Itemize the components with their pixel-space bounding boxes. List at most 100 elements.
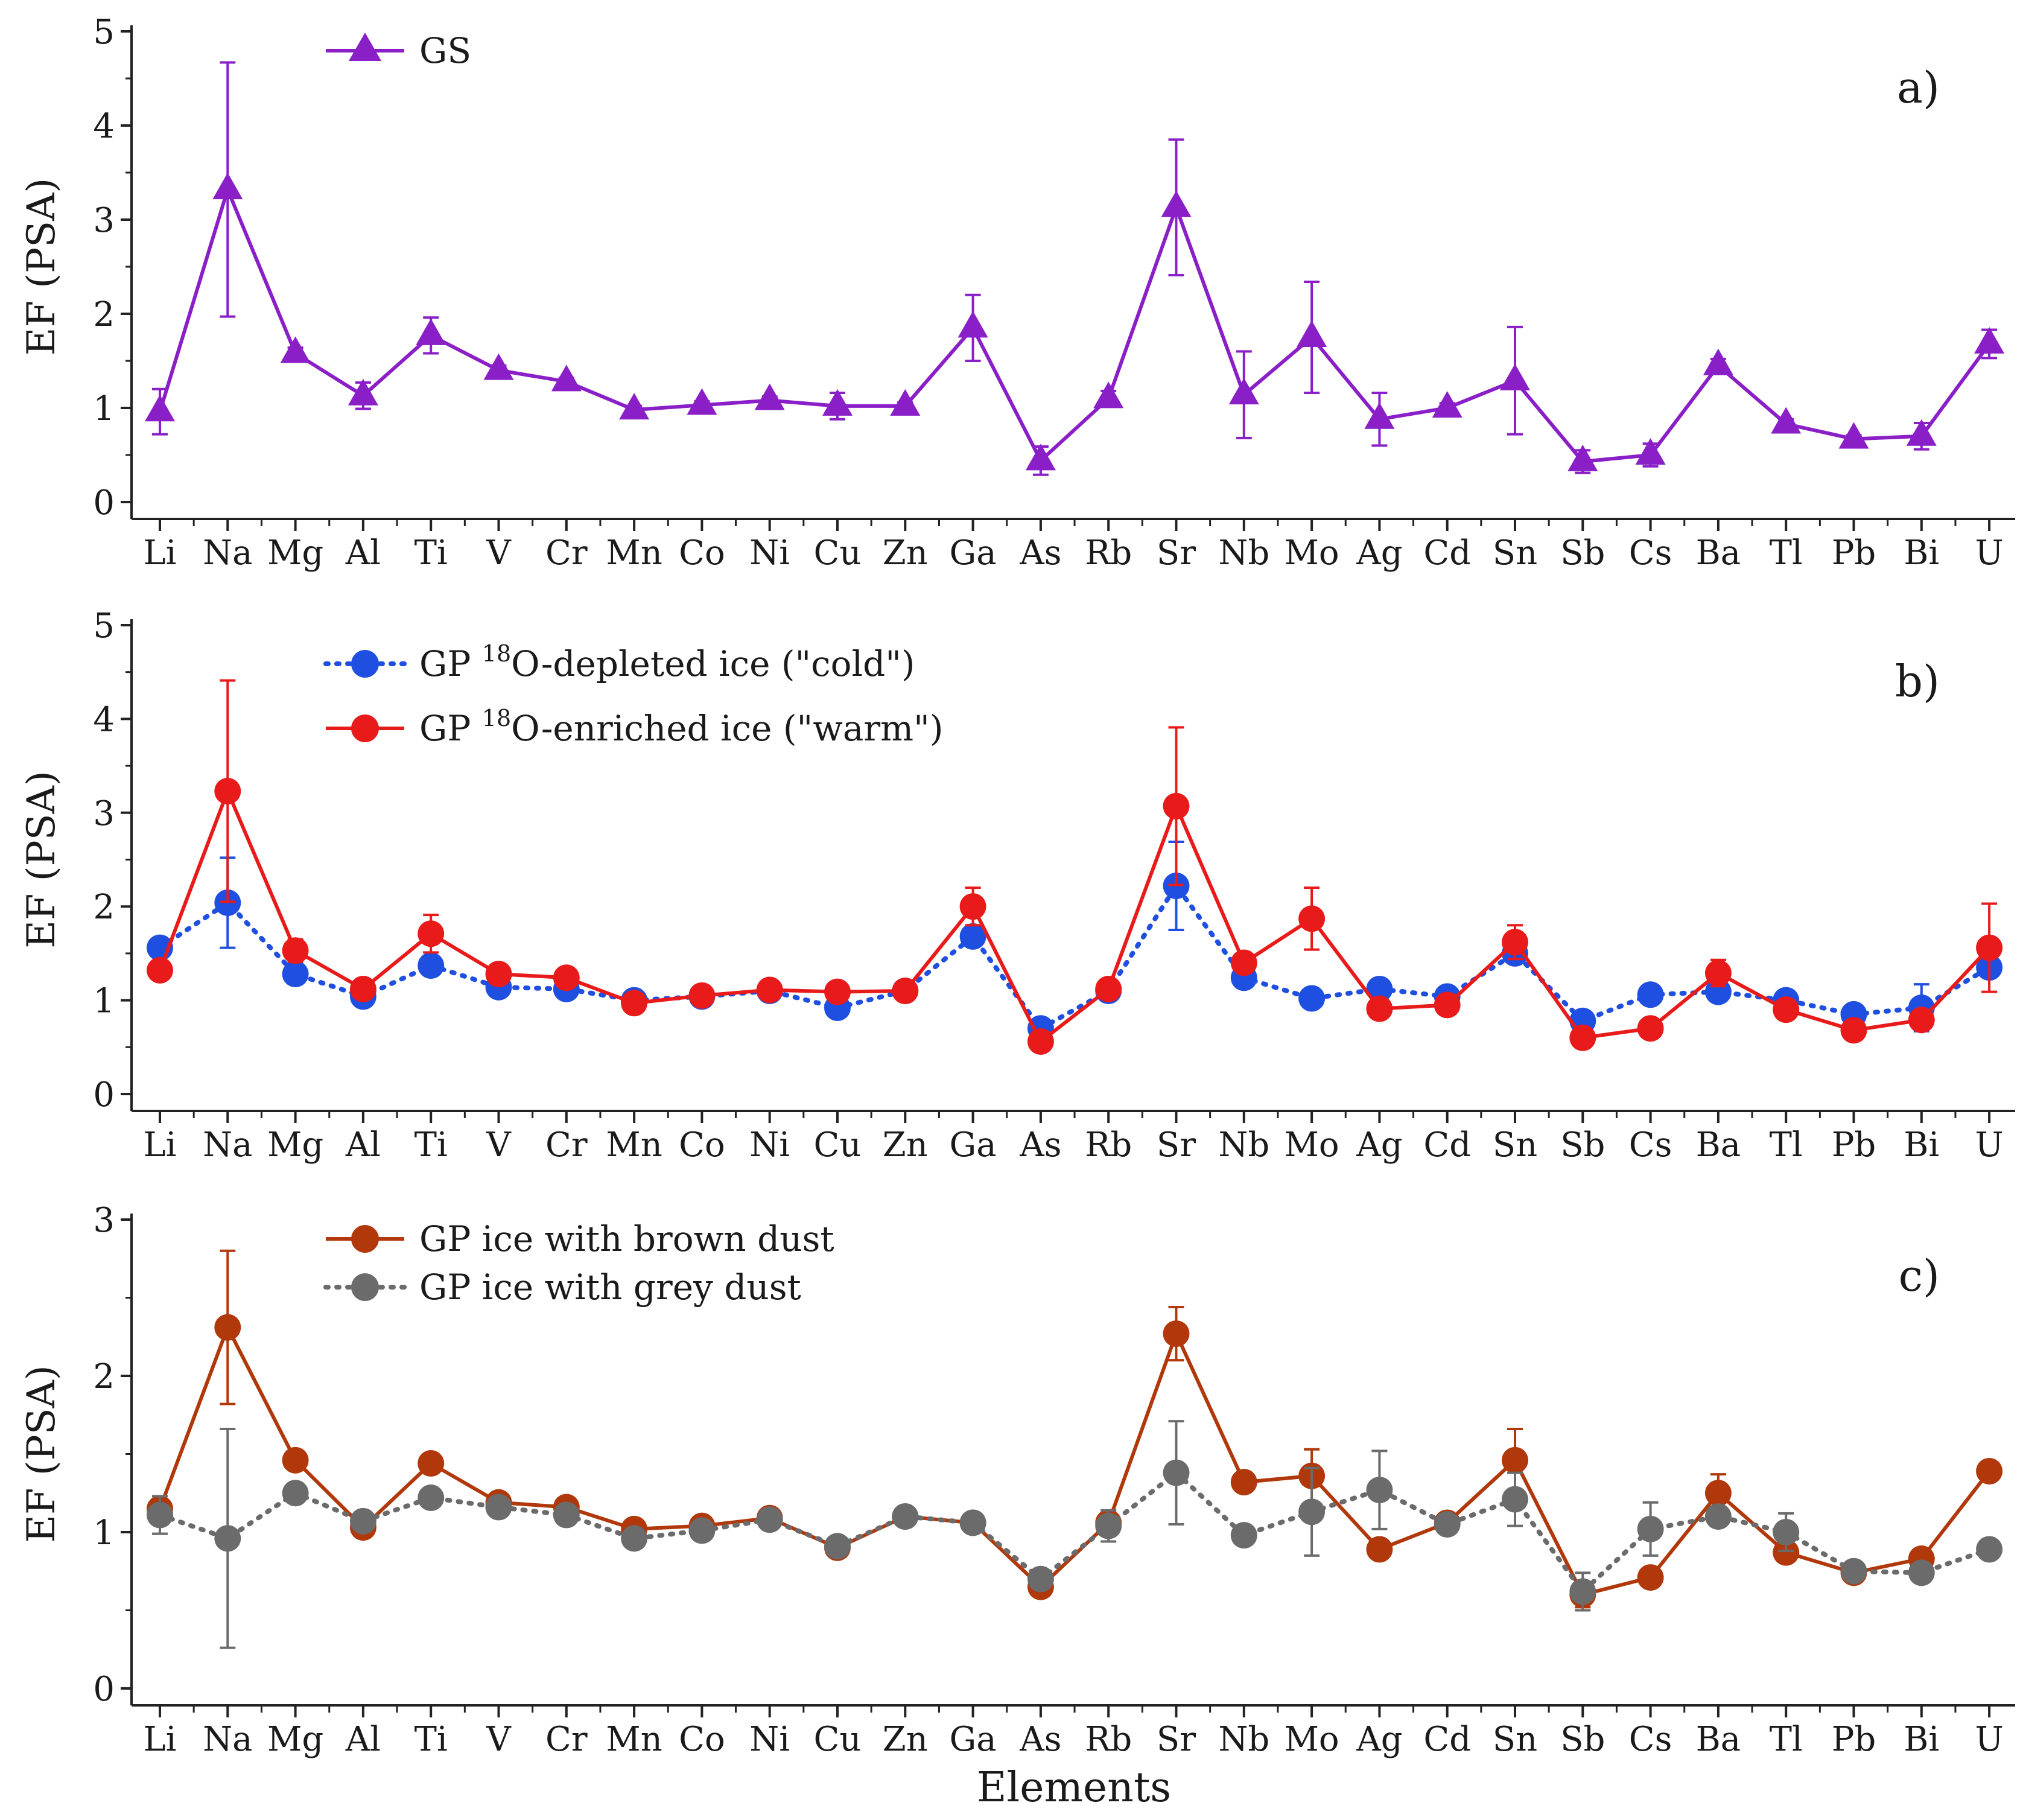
x-tick-label: Mn [606, 533, 662, 573]
x-tick-label: Cs [1629, 1125, 1672, 1165]
data-point [282, 961, 309, 987]
legend-marker [349, 33, 381, 61]
y-tick-label: 2 [93, 295, 115, 334]
x-tick-label: Ni [749, 1720, 790, 1759]
data-point [214, 1314, 241, 1341]
data-point [687, 388, 717, 415]
data-point [418, 1450, 444, 1477]
data-point [214, 1525, 241, 1551]
x-tick-label: Cu [814, 1125, 862, 1165]
x-tick-label: Bi [1904, 1125, 1939, 1165]
data-point [1569, 1578, 1596, 1605]
x-tick-label: Al [345, 1125, 381, 1165]
data-point [960, 1509, 986, 1536]
data-point [418, 952, 444, 979]
legend-entry: GP ice with grey dust [326, 1267, 801, 1308]
data-point [1841, 1558, 1867, 1585]
x-tick-label: Ba [1696, 533, 1741, 573]
x-tick-label: Li [143, 1125, 176, 1165]
legend-entry: GP 18O-enriched ice ("warm") [326, 705, 943, 749]
data-point [1095, 1513, 1122, 1539]
data-point [1163, 1460, 1190, 1486]
x-tick-label: Mo [1285, 533, 1339, 573]
data-point [282, 1480, 309, 1506]
data-point [1705, 960, 1732, 987]
y-tick-label: 2 [93, 888, 115, 927]
legend-label: GP 18O-depleted ice ("cold") [419, 640, 915, 684]
data-point [1027, 1566, 1054, 1592]
x-tick-label: Cd [1423, 533, 1471, 573]
y-tick-label: 4 [93, 700, 115, 739]
legend-label-prefix: GP [419, 708, 482, 749]
legend-label-prefix: GP [419, 643, 482, 684]
data-point [147, 957, 173, 984]
x-tick-label: Pb [1832, 1125, 1876, 1165]
y-tick-label: 2 [93, 1357, 115, 1396]
x-tick-label: Bi [1904, 1720, 1939, 1759]
legend-label: GP ice with brown dust [419, 1218, 834, 1259]
x-tick-label: Sr [1157, 1125, 1196, 1165]
x-tick-label: Ga [950, 1125, 997, 1165]
data-point [1026, 444, 1056, 470]
legend-entry: GP 18O-depleted ice ("cold") [326, 640, 915, 684]
data-point [1229, 378, 1259, 404]
data-point [350, 1508, 376, 1535]
data-point [1773, 1519, 1799, 1545]
data-point [1298, 1498, 1325, 1525]
x-tick-label: Ga [950, 1720, 997, 1759]
data-point [621, 1525, 647, 1551]
x-tick-label: Cd [1423, 1720, 1471, 1759]
data-point [1231, 949, 1257, 976]
x-tick-label: Mg [267, 1125, 323, 1165]
x-tick-label: U [1975, 1720, 2003, 1759]
legend-label: GP ice with grey dust [419, 1267, 801, 1308]
x-tick-label: Cu [814, 1720, 862, 1759]
data-point [1298, 905, 1325, 932]
x-tick-label: Cs [1629, 533, 1672, 573]
x-tick-label: Mg [267, 1720, 323, 1759]
legend-marker [351, 650, 379, 678]
data-point [1976, 1536, 2002, 1562]
x-tick-label: As [1019, 1720, 1061, 1759]
x-tick-label: Mn [606, 1720, 662, 1759]
x-tick-label: As [1019, 1125, 1061, 1165]
x-tick-label: Tl [1770, 533, 1803, 573]
data-point [824, 1533, 851, 1559]
data-point [1161, 191, 1192, 217]
x-tick-label: Tl [1770, 1720, 1803, 1759]
data-point [147, 1502, 173, 1529]
x-tick-label: Sb [1560, 1125, 1605, 1165]
x-tick-label: Al [345, 1720, 381, 1759]
y-tick-label: 3 [93, 201, 115, 240]
x-tick-label: Nb [1218, 533, 1269, 573]
y-tick-label: 1 [93, 1513, 115, 1553]
data-point [350, 976, 376, 1002]
x-tick-label: Ni [749, 533, 790, 573]
data-point [1366, 996, 1393, 1022]
legend-entry: GP ice with brown dust [326, 1218, 834, 1259]
data-point [960, 893, 986, 920]
legend-marker [351, 1225, 379, 1253]
x-tick-label: Sn [1493, 533, 1537, 573]
y-tick-label: 1 [93, 389, 115, 428]
x-tick-label: Cr [545, 533, 588, 573]
x-tick-label: Ti [414, 533, 448, 573]
x-tick-label: Nb [1218, 1125, 1269, 1165]
x-tick-label: Co [679, 533, 725, 573]
data-point [1976, 935, 2002, 961]
panel-b: 0 1 2 3 4 5 EF (PSA) Li Na Mg Al Ti V Cr Mn Co Ni Cu Zn Ga A… [19, 606, 2015, 1165]
x-tick-label: Tl [1770, 1125, 1803, 1165]
y-axis-label: EF (PSA) [19, 178, 64, 356]
data-point [1637, 1564, 1664, 1591]
x-tick-label: U [1975, 1125, 2003, 1165]
x-tick-label: Li [143, 1720, 176, 1759]
x-tick-label: Ag [1356, 533, 1402, 573]
x-tick-label: Sn [1493, 1125, 1537, 1165]
legend-label-superscript: 18 [482, 705, 511, 731]
data-point [1637, 981, 1664, 1008]
x-tick-label: Al [345, 533, 381, 573]
chart-svg: 012345EF (PSA)Li Na Mg Al Ti V Cr Mn Co Ni Cu Zn Ga A… [0, 0, 2023, 1817]
data-point [1637, 1516, 1664, 1542]
x-tick-label: Sr [1157, 533, 1196, 573]
data-point [1703, 349, 1733, 375]
